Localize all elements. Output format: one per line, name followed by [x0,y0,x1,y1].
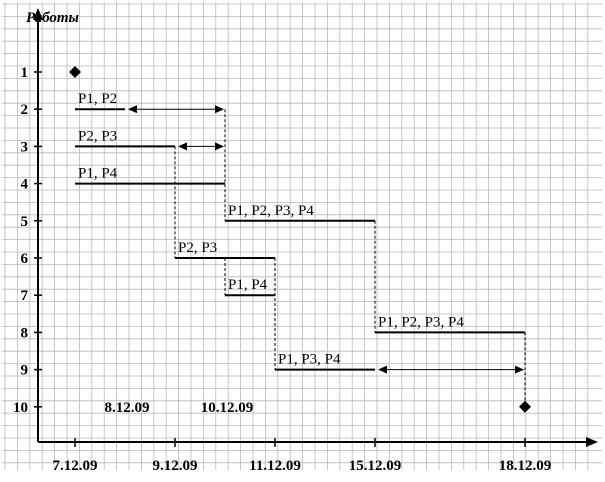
x-tick-label: 11.12.09 [249,458,301,474]
y-tick-label: 7 [21,288,29,304]
task-label: P1, P2 [78,91,117,107]
grid [2,2,602,470]
x-tick-label: 9.12.09 [153,458,198,474]
task-bars [69,66,531,413]
task-label: P2, P3 [178,240,217,256]
task-label: P1, P4 [78,166,118,182]
task-label: P1, P3, P4 [278,352,341,368]
y-tick-label: 6 [21,251,29,267]
y-tick-label: 9 [21,363,29,379]
milestone-diamond [69,66,81,78]
y-tick-label: 5 [21,214,29,230]
task-label: P1, P2, P3, P4 [378,314,464,330]
x-tick-label: 7.12.09 [53,458,98,474]
axes: Работы [26,8,598,447]
task-label: P1, P2, P3, P4 [228,203,314,219]
y-tick-label: 4 [21,177,29,193]
x-tick-label: 18.12.09 [499,458,552,474]
date-annotation: 8.12.09 [105,400,150,416]
task-label: P1, P4 [228,277,268,293]
y-tick-label: 2 [21,102,29,118]
y-tick-label: 10 [13,400,28,416]
labels: 1 2 3 4 5 6 7 8 9 10 7.12.09 9.12.09 11.12.09 15.12.0… [13,65,551,474]
y-tick-label: 8 [21,325,29,341]
y-axis-arrow [33,8,43,20]
x-axis-arrow [586,437,598,447]
milestone-diamond [519,400,531,413]
y-axis-title: Работы [26,10,79,26]
x-tick-label: 15.12.09 [349,458,402,474]
date-annotation: 10.12.09 [201,400,254,416]
y-tick-label: 1 [21,65,29,81]
dependency-lines [174,109,526,407]
y-tick-label: 3 [21,139,29,155]
task-label: P2, P3 [78,128,117,144]
